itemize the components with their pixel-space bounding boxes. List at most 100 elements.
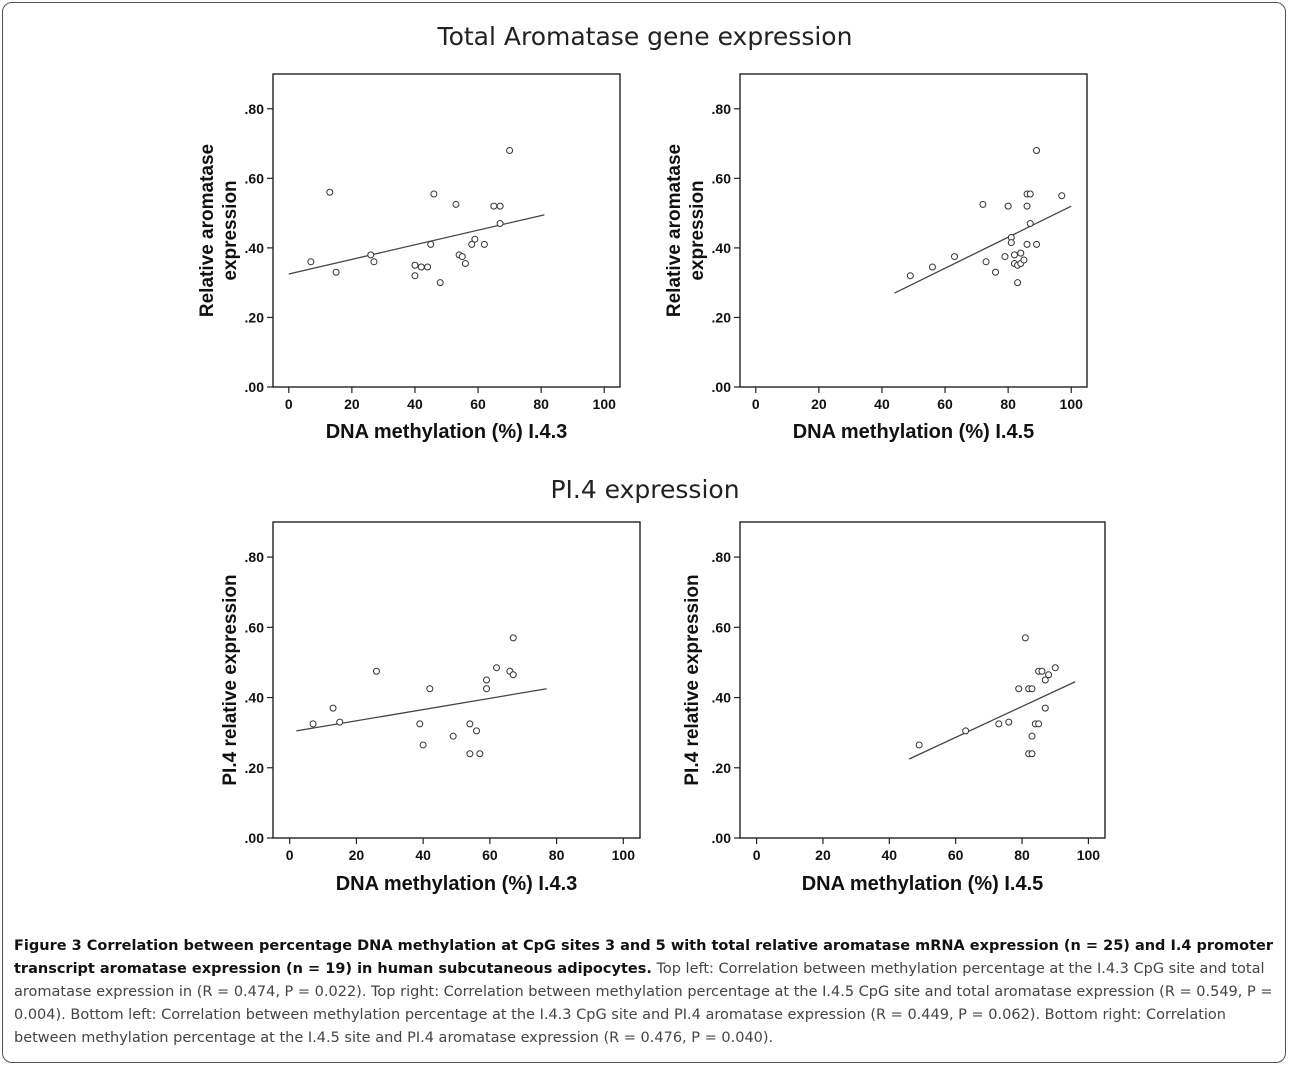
data-point [1015,685,1023,693]
data-point [1026,220,1034,228]
data-point [1028,732,1036,740]
data-point [1058,192,1066,200]
data-point [1033,240,1041,248]
x-tick-label: 0 [285,396,293,412]
y-tick-label: .40 [245,240,265,256]
data-point [992,268,1000,276]
data-point [483,676,491,684]
data-point [1026,190,1034,198]
data-point [506,147,514,155]
data-point [1028,750,1036,758]
data-point [416,720,424,728]
scatter-top-right: .00 .20 .40 .60 .80 0 20 40 60 80 100 DNA methylati… [664,73,1088,443]
data-point [367,251,375,259]
y-tick-label: .20 [245,760,265,776]
data-point [326,188,334,196]
y-tick-label: .00 [712,379,732,395]
data-point [906,272,914,280]
x-tick-label: 40 [882,847,898,863]
y-tick-label: .80 [245,101,265,117]
x-axis-label: DNA methylation (%) I.4.3 [336,873,578,895]
data-point [427,240,435,248]
data-point [1020,256,1028,264]
data-point [1045,671,1053,679]
y-axis-label: PI.4 relative expression [682,574,703,785]
y-tick-label: .40 [712,690,732,706]
x-tick-label: 100 [593,396,617,412]
data-point [309,720,317,728]
data-point [1017,249,1025,257]
data-point [951,253,959,261]
data-point [509,671,517,679]
data-point [1007,239,1015,247]
x-tick-label: 80 [1000,396,1016,412]
scatter-bottom-left: .00 .20 .40 .60 .80 0 20 40 60 80 100 DNA methylati… [220,521,641,895]
y-tick-label: .80 [712,549,732,565]
y-tick-label: .80 [245,549,265,565]
y-tick-label: .40 [712,240,732,256]
data-point [1023,240,1031,248]
y-tick-label: .00 [712,830,732,846]
data-point [372,667,380,675]
x-tick-label: 60 [937,396,953,412]
y-tick-label: .00 [245,830,265,846]
plot-area [739,73,1088,388]
y-tick-label: .60 [712,170,732,186]
x-axis-label: DNA methylation (%) I.4.3 [326,421,568,443]
y-tick-label: .60 [245,170,265,186]
x-tick-label: 40 [407,396,423,412]
x-tick-label: 0 [286,847,294,863]
x-tick-label: 60 [948,847,964,863]
y-tick-label: .80 [712,101,732,117]
data-point [466,750,474,758]
x-axis-label: DNA methylation (%) I.4.5 [802,873,1044,895]
scatter-bottom-right: .00 .20 .40 .60 .80 0 20 40 60 80 100 DNA methylati… [682,521,1106,895]
y-tick-label: .40 [245,690,265,706]
data-point [1041,676,1049,684]
data-point [1051,664,1059,672]
fit-line [894,205,1072,294]
data-point [476,750,484,758]
data-point [1001,253,1009,261]
bottom-section-title: PI.4 expression [550,475,740,504]
x-tick-label: 0 [753,847,761,863]
data-point [1033,147,1041,155]
data-point [1004,202,1012,210]
data-point [417,263,425,271]
y-tick-label: .00 [245,379,265,395]
x-tick-label: 20 [815,847,831,863]
plot-area [739,521,1106,839]
data-point [471,235,479,243]
data-point [411,272,419,280]
x-tick-label: 20 [811,396,827,412]
x-tick-label: 40 [874,396,890,412]
plot-area [272,521,641,839]
y-tick-label: .60 [245,619,265,635]
figure-caption: Figure 3 Correlation between percentage … [14,935,1276,1050]
data-point [928,263,936,271]
x-tick-label: 0 [752,396,760,412]
x-tick-label: 20 [344,396,360,412]
data-point [1021,634,1029,642]
data-point [468,240,476,248]
y-tick-label: .20 [712,760,732,776]
data-point [458,253,466,261]
plot-area [272,73,621,388]
x-tick-label: 40 [415,847,431,863]
data-point [1010,251,1018,259]
y-tick-label: .20 [712,309,732,325]
top-section-title: Total Aromatase gene expression [437,22,853,51]
y-axis-label: Relative aromatase [664,144,685,317]
data-point [483,685,491,693]
data-point [1028,685,1036,693]
data-point [1014,279,1022,287]
caption-heading: Figure 3 Correlation between percentage … [14,938,1274,977]
data-point [436,279,444,287]
data-point [915,741,923,749]
x-tick-label: 60 [482,847,498,863]
data-point [979,200,987,208]
data-point [496,220,504,228]
data-point [995,720,1003,728]
data-point [336,718,344,726]
